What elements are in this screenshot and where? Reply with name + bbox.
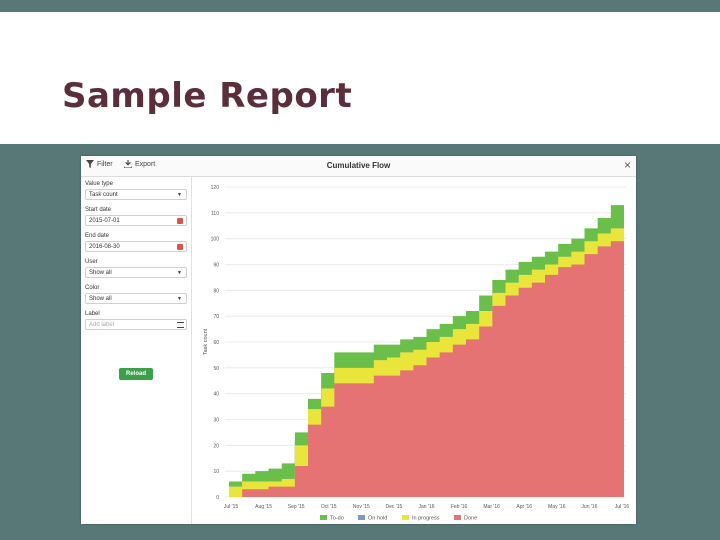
- legend-swatch: [358, 515, 365, 520]
- color-label: Color: [85, 285, 100, 291]
- label-placeholder: Add label: [89, 322, 115, 328]
- x-tick-label: Jul '15: [224, 504, 239, 510]
- y-tick-label: 120: [211, 185, 220, 191]
- value-type-field: Value type Task count ▼: [85, 181, 187, 200]
- y-tick-label: 70: [213, 314, 219, 320]
- y-tick-label: 90: [213, 263, 219, 269]
- end-date-label: End date: [85, 233, 110, 239]
- close-icon[interactable]: ×: [623, 158, 631, 172]
- title-band: Sample Report: [0, 12, 720, 144]
- user-value: Show all: [89, 270, 112, 276]
- color-select[interactable]: Show all ▼: [85, 293, 187, 304]
- user-select[interactable]: Show all ▼: [85, 267, 187, 278]
- chevron-down-icon: ▼: [177, 192, 182, 198]
- calendar-icon[interactable]: [177, 218, 183, 224]
- x-tick-label: Feb '16: [451, 504, 468, 510]
- y-tick-label: 40: [213, 392, 219, 398]
- y-tick-label: 110: [211, 211, 219, 217]
- reload-button[interactable]: Reload: [119, 368, 153, 380]
- filter-button[interactable]: Filter: [86, 160, 113, 168]
- start-date-field: Start date 2015-07-01: [85, 207, 187, 226]
- x-tick-label: Oct '15: [321, 504, 337, 510]
- calendar-icon[interactable]: [177, 244, 183, 250]
- x-tick-label: May '16: [548, 504, 566, 510]
- export-label: Export: [135, 160, 156, 168]
- start-date-value: 2015-07-01: [89, 218, 120, 224]
- x-tick-label: Jun '16: [581, 504, 597, 510]
- x-tick-label: Sep '15: [288, 504, 305, 510]
- start-date-label: Start date: [85, 207, 112, 213]
- label-label: Label: [85, 311, 100, 317]
- color-value: Show all: [89, 296, 112, 302]
- value-type-label: Value type: [85, 181, 113, 187]
- legend-swatch: [454, 515, 461, 520]
- user-field: User Show all ▼: [85, 259, 187, 278]
- window-header: Filter Export Cumulative Flow ×: [81, 156, 636, 177]
- x-tick-label: Jul '16: [615, 504, 630, 510]
- chevron-down-icon: ▼: [177, 296, 182, 302]
- list-icon[interactable]: [177, 322, 184, 328]
- export-button[interactable]: Export: [124, 160, 155, 168]
- x-tick-label: Apr '16: [516, 504, 532, 510]
- label-input[interactable]: Add label: [85, 319, 187, 330]
- legend-label: To-do: [330, 516, 344, 522]
- legend-swatch: [320, 515, 327, 520]
- color-field: Color Show all ▼: [85, 285, 187, 304]
- legend-swatch: [402, 515, 409, 520]
- report-window: Filter Export Cumulative Flow × Value ty…: [81, 156, 636, 524]
- legend-label: In progress: [412, 516, 440, 522]
- slide-title: Sample Report: [62, 76, 353, 116]
- y-tick-label: 80: [213, 288, 219, 294]
- value-type-select[interactable]: Task count ▼: [85, 189, 187, 200]
- filter-sidebar: Value type Task count ▼ Start date 2015-…: [81, 177, 192, 524]
- chevron-down-icon: ▼: [177, 270, 182, 276]
- chart-svg: 0 10 20 30 40 50 60 70 80 90 100 110 120 Task count Ju…: [203, 185, 630, 522]
- window-title: Cumulative Flow: [326, 161, 391, 170]
- y-tick-label: 30: [213, 418, 219, 424]
- end-date-value: 2016-08-30: [89, 244, 120, 250]
- value-type-value: Task count: [89, 192, 118, 198]
- y-tick-label: 50: [213, 366, 219, 372]
- x-tick-label: Dec '15: [386, 504, 403, 510]
- x-tick-label: Jan '16: [419, 504, 435, 510]
- legend-label: On hold: [368, 516, 387, 522]
- end-date-input[interactable]: 2016-08-30: [85, 241, 187, 252]
- label-field: Label Add label: [85, 311, 187, 330]
- series-area-done: [229, 241, 624, 497]
- user-label: User: [85, 259, 98, 265]
- cumulative-flow-chart: 0 10 20 30 40 50 60 70 80 90 100 110 120 Task count Ju…: [192, 177, 636, 524]
- filter-label: Filter: [97, 160, 113, 168]
- x-tick-label: Mar '16: [483, 504, 500, 510]
- y-tick-label: 60: [213, 340, 219, 346]
- y-axis-label: Task count: [203, 328, 209, 355]
- y-tick-label: 100: [211, 237, 220, 243]
- export-icon: [124, 160, 132, 168]
- y-tick-label: 0: [216, 495, 219, 501]
- x-tick-label: Nov '15: [353, 504, 370, 510]
- filter-icon: [86, 160, 94, 168]
- legend-label: Done: [464, 516, 477, 522]
- y-tick-label: 20: [213, 443, 219, 449]
- end-date-field: End date 2016-08-30: [85, 233, 187, 252]
- start-date-input[interactable]: 2015-07-01: [85, 215, 187, 226]
- y-tick-label: 10: [213, 469, 219, 475]
- x-tick-label: Aug '15: [255, 504, 272, 510]
